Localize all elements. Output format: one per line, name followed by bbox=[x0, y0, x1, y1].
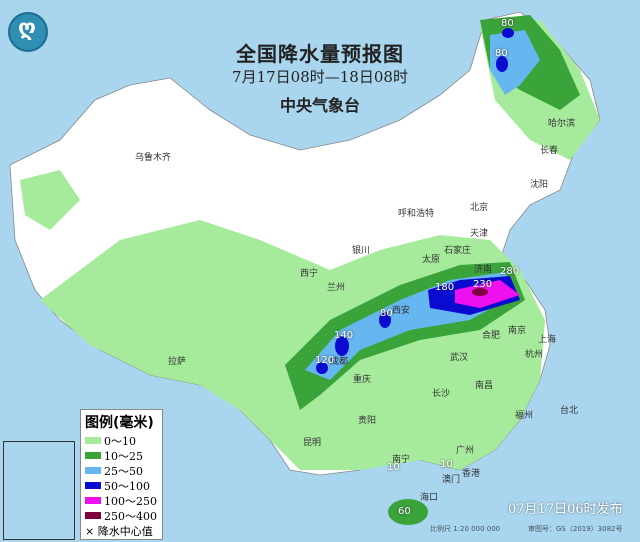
legend-title: 图例(毫米) bbox=[85, 415, 154, 431]
rain-center-value: 60 bbox=[398, 506, 411, 517]
legend-swatch bbox=[85, 467, 101, 474]
rain-center-value: 140 bbox=[334, 330, 354, 341]
city-label: 上海 bbox=[538, 335, 557, 345]
legend: 图例(毫米) 0～10 10～25 25～50 50～100 100～250 2… bbox=[80, 409, 163, 540]
city-label: 西安 bbox=[392, 306, 411, 316]
city-label: 贵阳 bbox=[358, 416, 377, 426]
city-label: 哈尔滨 bbox=[548, 119, 576, 129]
publish-time: 07月17日06时发布 bbox=[508, 502, 623, 517]
cma-logo: ღ bbox=[8, 12, 48, 52]
city-label: 福州 bbox=[515, 411, 534, 421]
legend-item: 0～10 bbox=[85, 433, 158, 448]
hainan-island bbox=[388, 499, 428, 525]
city-label: 合肥 bbox=[482, 331, 501, 341]
map-scale: 比例尺 1:20 000 000 bbox=[430, 525, 501, 533]
legend-label: 100～250 bbox=[104, 494, 157, 508]
forecast-period: 7月17日08时—18日08时 bbox=[232, 68, 408, 86]
legend-swatch bbox=[85, 512, 101, 519]
rain-center-value: 80 bbox=[501, 18, 514, 29]
city-label: 北京 bbox=[470, 203, 489, 213]
rain-center-value: 10 bbox=[440, 459, 453, 470]
city-label: 济南 bbox=[474, 265, 493, 275]
legend-swatch bbox=[85, 437, 101, 444]
legend-label: 0～10 bbox=[104, 434, 136, 448]
rain-center-value: 120 bbox=[315, 355, 335, 366]
legend-item: 25～50 bbox=[85, 463, 158, 478]
city-label: 太原 bbox=[422, 255, 441, 265]
city-label: 昆明 bbox=[303, 438, 322, 448]
rain-center-value: 280 bbox=[500, 266, 520, 277]
rain-50-100-area bbox=[496, 56, 508, 72]
legend-center-marker: × 降水中心值 bbox=[85, 524, 153, 538]
legend-label: 50～100 bbox=[104, 479, 150, 493]
rain-250-400-area bbox=[472, 288, 488, 296]
city-label: 西宁 bbox=[300, 269, 319, 279]
city-label: 海口 bbox=[420, 493, 439, 503]
city-label: 兰州 bbox=[327, 283, 346, 293]
city-label: 武汉 bbox=[450, 353, 469, 363]
map-title: 全国降水量预报图 bbox=[236, 42, 404, 66]
legend-swatch bbox=[85, 497, 101, 504]
city-label: 台北 bbox=[560, 406, 579, 416]
legend-swatch bbox=[85, 452, 101, 459]
city-label: 重庆 bbox=[353, 375, 372, 385]
legend-item: 250～400 bbox=[85, 508, 158, 523]
city-label: 长沙 bbox=[432, 389, 451, 399]
legend-swatch bbox=[85, 482, 101, 489]
city-label: 南京 bbox=[508, 326, 527, 336]
south-china-sea-inset bbox=[3, 441, 75, 540]
legend-item: 50～100 bbox=[85, 478, 158, 493]
city-label: 广州 bbox=[456, 446, 475, 456]
rain-50-100-area bbox=[379, 312, 391, 328]
rain-50-100-area bbox=[335, 336, 349, 356]
rain-center-value: 80 bbox=[380, 308, 393, 319]
city-label: 澳门 bbox=[442, 475, 461, 485]
city-label: 南宁 bbox=[392, 455, 411, 465]
rain-0-10-area bbox=[20, 170, 80, 230]
map-review-number: 审图号：GS（2019）3082号 bbox=[528, 525, 623, 533]
city-label: 石家庄 bbox=[444, 246, 472, 256]
rain-center-value: 180 bbox=[435, 282, 455, 293]
rain-50-100-area bbox=[316, 362, 328, 374]
city-label: 长春 bbox=[540, 146, 559, 156]
legend-item: 10～25 bbox=[85, 448, 158, 463]
city-label: 南昌 bbox=[475, 381, 494, 391]
rain-50-100-area bbox=[502, 28, 514, 38]
city-label: 拉萨 bbox=[168, 357, 187, 367]
rain-center-value: 230 bbox=[473, 279, 493, 290]
rain-25-50-area bbox=[490, 30, 540, 95]
city-label: 杭州 bbox=[525, 350, 544, 360]
legend-label: 10～25 bbox=[104, 449, 143, 463]
city-label: 呼和浩特 bbox=[398, 209, 435, 219]
city-label: 香港 bbox=[462, 469, 481, 479]
legend-item: 100～250 bbox=[85, 493, 158, 508]
city-label: 天津 bbox=[470, 229, 489, 239]
legend-label: 25～50 bbox=[104, 464, 143, 478]
city-label: 乌鲁木齐 bbox=[135, 153, 172, 163]
legend-label: 250～400 bbox=[104, 509, 157, 523]
city-label: 成都 bbox=[330, 357, 349, 367]
rain-center-value: 80 bbox=[495, 48, 508, 59]
rain-center-value: 10 bbox=[387, 462, 400, 473]
city-label: 沈阳 bbox=[530, 180, 549, 190]
rain-100-250-area bbox=[455, 280, 520, 308]
issuer: 中央气象台 bbox=[279, 96, 360, 115]
city-label: 银川 bbox=[352, 246, 371, 256]
